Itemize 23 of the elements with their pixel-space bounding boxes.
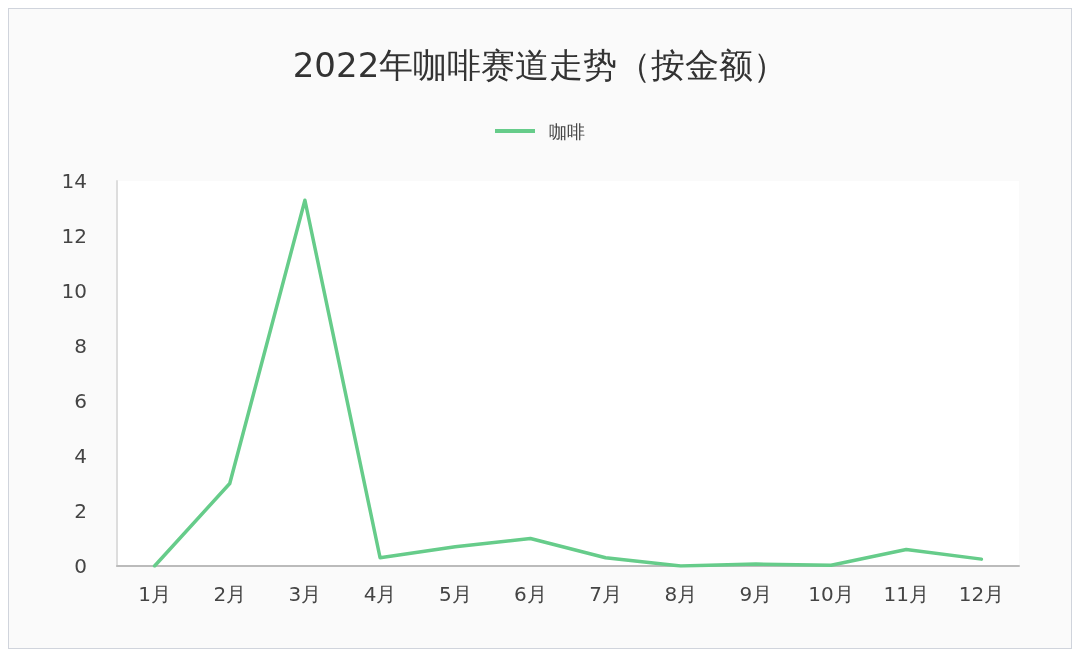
y-tick-label: 2 — [74, 499, 87, 523]
y-tick-label: 14 — [61, 169, 87, 193]
x-tick-label: 3月 — [288, 582, 322, 606]
x-tick-label: 11月 — [883, 582, 929, 606]
x-tick-label: 12月 — [958, 582, 1005, 606]
x-tick-label: 8月 — [664, 582, 698, 606]
x-tick-label: 10月 — [808, 582, 854, 606]
line-series — [152, 198, 984, 568]
x-tick-label: 5月 — [438, 582, 472, 606]
y-tick-label: 8 — [74, 334, 87, 358]
x-tick-label: 4月 — [363, 582, 397, 606]
y-tick-label: 6 — [74, 389, 87, 413]
x-tick-label: 1月 — [138, 582, 171, 606]
x-tick-label: 2月 — [213, 582, 247, 606]
y-tick-label: 4 — [74, 444, 87, 468]
chart-title: 2022年咖啡赛道走势（按金额） — [292, 45, 788, 85]
y-tick-label: 0 — [74, 554, 87, 578]
x-tick-label: 7月 — [589, 582, 622, 606]
y-tick-label: 12 — [61, 224, 87, 248]
x-tick-label: 6月 — [514, 582, 547, 606]
x-tick-label: 9月 — [739, 582, 773, 606]
y-tick-label: 10 — [61, 279, 87, 303]
legend-label: 咖啡 — [549, 120, 585, 142]
